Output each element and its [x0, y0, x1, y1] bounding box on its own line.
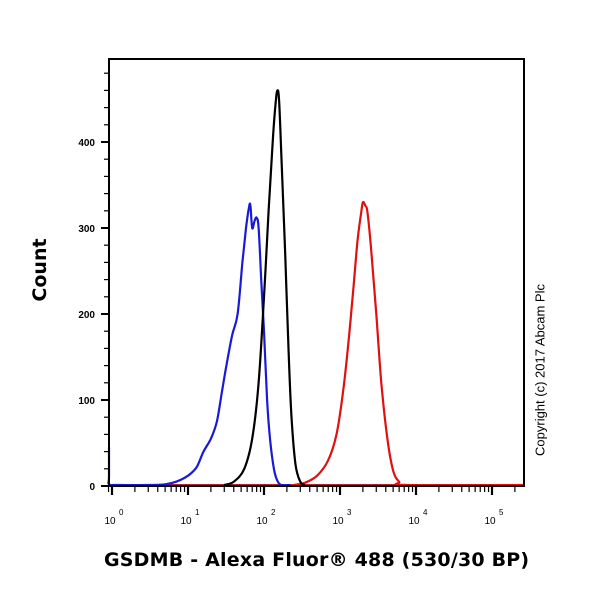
y-tick-label: 0: [89, 482, 95, 493]
histogram-series-red: [294, 200, 525, 487]
histogram-curves: [107, 89, 525, 487]
x-tick-label: 104: [408, 508, 428, 527]
svg-text:3: 3: [347, 508, 352, 517]
x-tick-label: 101: [180, 508, 200, 527]
svg-text:2: 2: [271, 508, 276, 517]
x-axis-label: GSDMB - Alexa Fluor® 488 (530/30 BP): [104, 549, 530, 571]
x-tick-label: 102: [256, 508, 276, 527]
svg-text:10: 10: [408, 516, 420, 527]
y-tick-label: 200: [78, 310, 95, 321]
svg-text:1: 1: [195, 508, 200, 517]
svg-text:10: 10: [256, 516, 268, 527]
x-tick-label: 105: [484, 508, 504, 527]
histogram-series-blue: [107, 202, 291, 487]
y-tick-label: 100: [78, 396, 95, 407]
plot-frame: [108, 58, 525, 487]
y-axis-label: Count: [29, 238, 51, 302]
svg-text:10: 10: [484, 516, 496, 527]
copyright-notice: Copyright (c) 2017 Abcam Plc: [532, 284, 548, 456]
histogram-series-black: [223, 89, 306, 487]
svg-text:10: 10: [104, 516, 116, 527]
x-tick-label: 100: [104, 508, 124, 527]
svg-text:5: 5: [499, 508, 504, 517]
svg-text:10: 10: [332, 516, 344, 527]
svg-text:0: 0: [119, 508, 124, 517]
svg-text:10: 10: [180, 516, 192, 527]
y-tick-label: 400: [78, 138, 95, 149]
svg-text:4: 4: [423, 508, 428, 517]
x-tick-label: 103: [332, 508, 352, 527]
y-tick-label: 300: [78, 224, 95, 235]
